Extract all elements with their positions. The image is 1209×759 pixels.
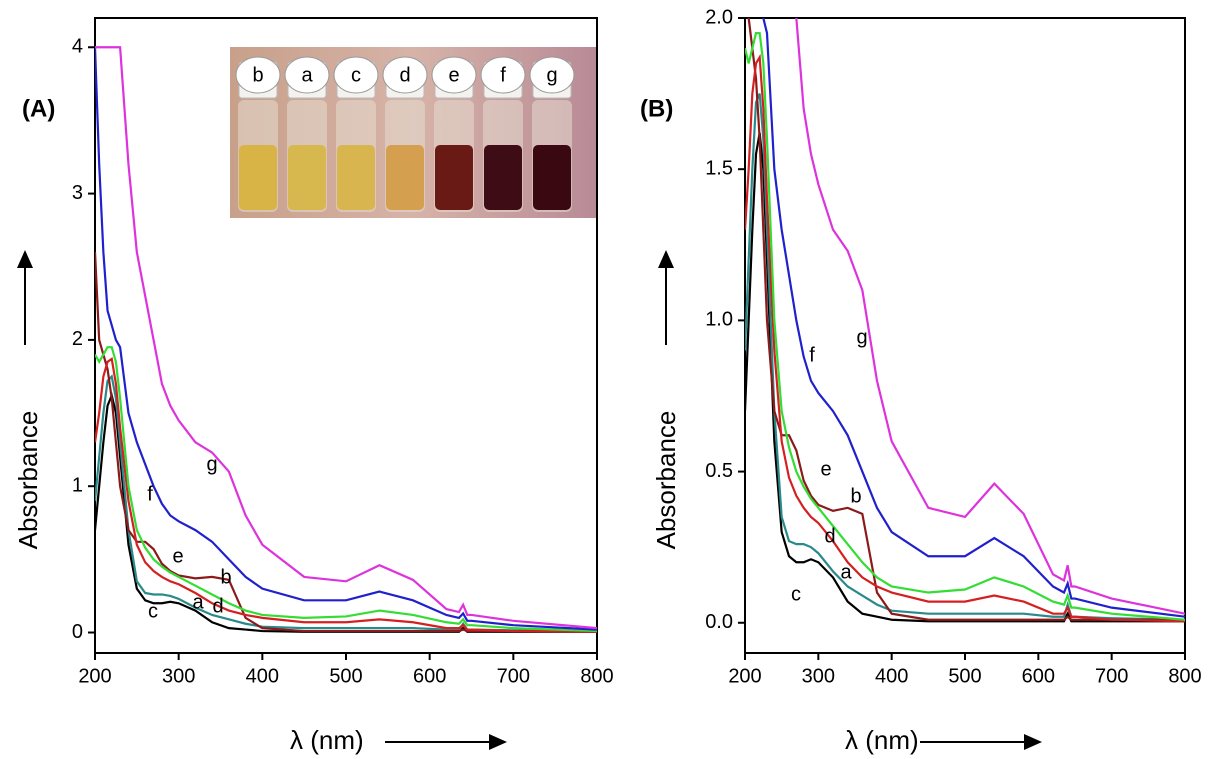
vial-label: f xyxy=(500,64,506,86)
series-line xyxy=(747,18,1185,621)
y-tick-label: 2.0 xyxy=(705,6,733,28)
series-line xyxy=(95,346,597,633)
x-tick-label: 200 xyxy=(78,665,111,687)
x-tick-label: 800 xyxy=(1168,665,1201,687)
vial-tag xyxy=(480,56,526,94)
vial-tag xyxy=(333,56,379,94)
series-line xyxy=(95,47,597,631)
vial-tag xyxy=(235,56,281,94)
curve-label: e xyxy=(820,458,831,480)
curve-label: f xyxy=(809,344,815,366)
x-tick-label: 400 xyxy=(246,665,279,687)
series-line xyxy=(745,53,1185,623)
curve-label: a xyxy=(192,591,204,613)
series-line xyxy=(95,252,597,633)
y-tick-label: 0.0 xyxy=(705,611,733,633)
y-tick-label: 1.0 xyxy=(705,309,733,331)
curve-label: d xyxy=(824,525,835,547)
curve-label: c xyxy=(791,583,801,605)
panel-label: (B) xyxy=(640,95,673,122)
y-tick-label: 1 xyxy=(72,474,83,496)
vial-label: c xyxy=(351,64,361,86)
vial-liquid xyxy=(337,145,375,210)
panel-label: (A) xyxy=(22,95,55,122)
curve-label: b xyxy=(850,485,861,507)
vial-label: d xyxy=(399,64,410,86)
curve-label: d xyxy=(212,595,223,617)
y-tick-label: 4 xyxy=(72,36,83,58)
x-tick-label: 600 xyxy=(1022,665,1055,687)
series-line xyxy=(95,46,597,630)
vial-tag xyxy=(382,56,428,94)
vial-liquid xyxy=(484,145,522,210)
vial-label: b xyxy=(252,64,263,86)
x-tick-label: 400 xyxy=(875,665,908,687)
vial-tag xyxy=(284,56,330,94)
vial-label: g xyxy=(546,64,557,86)
x-axis-label: λ (nm) xyxy=(290,725,364,755)
curve-label: g xyxy=(206,453,217,475)
vial-liquid xyxy=(533,145,571,210)
series-group xyxy=(95,46,597,633)
series-line xyxy=(795,18,1185,615)
series-line xyxy=(95,374,597,633)
curve-label: a xyxy=(840,561,852,583)
plot-frame xyxy=(744,17,1186,654)
x-tick-label: 600 xyxy=(413,665,446,687)
vial-tag xyxy=(529,56,575,94)
vial-liquid xyxy=(435,145,473,210)
series-line xyxy=(762,18,1185,618)
vial-liquid xyxy=(288,145,326,210)
x-tick-label: 200 xyxy=(728,665,761,687)
curve-label: b xyxy=(220,566,231,588)
vial-tag xyxy=(431,56,477,94)
y-tick-label: 1.5 xyxy=(705,157,733,179)
y-tick-label: 2 xyxy=(72,328,83,350)
series-line xyxy=(95,357,597,633)
x-tick-label: 700 xyxy=(1095,665,1128,687)
x-tick-label: 800 xyxy=(580,665,613,687)
y-axis-label: Absorbance xyxy=(651,411,681,550)
x-tick-label: 700 xyxy=(497,665,530,687)
series-group xyxy=(745,18,1185,623)
x-tick-label: 500 xyxy=(948,665,981,687)
y-tick-label: 0 xyxy=(72,621,83,643)
x-tick-label: 300 xyxy=(162,665,195,687)
x-tick-label: 500 xyxy=(329,665,362,687)
curve-label: c xyxy=(148,600,158,622)
y-tick-label: 0.5 xyxy=(705,460,733,482)
curve-label: f xyxy=(147,483,153,505)
y-axis-label: Absorbance xyxy=(13,411,43,550)
y-tick-label: 3 xyxy=(72,182,83,204)
x-axis-label: λ (nm) xyxy=(845,725,919,755)
vial-label: e xyxy=(448,64,459,86)
vial-liquid xyxy=(386,145,424,210)
vial-label: a xyxy=(301,64,313,86)
curve-label: g xyxy=(856,326,867,348)
curve-label: e xyxy=(172,545,183,567)
vial-liquid xyxy=(239,145,277,210)
series-line xyxy=(745,32,1185,621)
x-tick-label: 300 xyxy=(802,665,835,687)
